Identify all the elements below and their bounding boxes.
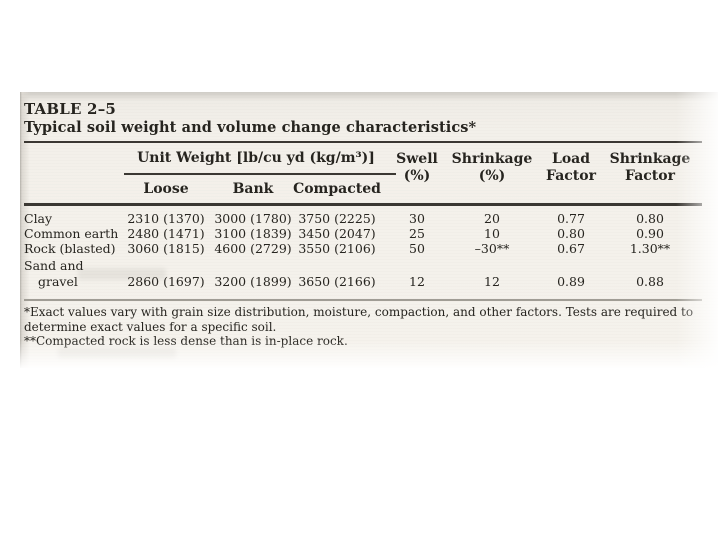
cell-load-factor: 0.89 bbox=[557, 274, 585, 289]
table-row-clay: Clay 2310 (1370) 3000 (1780) 3750 (2225)… bbox=[20, 211, 718, 226]
cell-compacted: 3450 (2047) bbox=[298, 226, 376, 241]
col-header-swell-line2: (%) bbox=[403, 168, 431, 184]
col-header-shrinkage-factor: Shrinkage Factor bbox=[605, 151, 695, 185]
cell-swell: 25 bbox=[409, 226, 425, 241]
footnote-line: **Compacted rock is less dense than is i… bbox=[24, 334, 348, 348]
col-header-swell: Swell (%) bbox=[392, 151, 442, 185]
cell-compacted: 3750 (2225) bbox=[298, 211, 376, 226]
col-header-compacted: Compacted bbox=[293, 181, 381, 197]
cell-shrinkage-factor: 0.88 bbox=[636, 274, 664, 289]
unit-weight-underline bbox=[124, 173, 396, 175]
row-label: Sand and bbox=[24, 258, 84, 273]
rule-below-title bbox=[24, 141, 702, 143]
cell-load-factor: 0.77 bbox=[557, 211, 585, 226]
footnotes: *Exact values vary with grain size distr… bbox=[24, 305, 714, 349]
table-row-rock-blasted: Rock (blasted) 3060 (1815) 4600 (2729) 3… bbox=[20, 241, 718, 256]
cell-swell: 50 bbox=[409, 241, 425, 256]
cell-compacted: 3650 (2166) bbox=[298, 274, 376, 289]
cell-loose: 2860 (1697) bbox=[127, 274, 205, 289]
table-number: TABLE 2–5 bbox=[24, 100, 117, 118]
bleedthrough-smudge bbox=[58, 348, 176, 359]
rule-below-header bbox=[24, 203, 702, 206]
footnote-line: *Exact values vary with grain size distr… bbox=[24, 305, 694, 319]
cell-shrinkage-factor: 0.80 bbox=[636, 211, 664, 226]
cell-shrinkage: 10 bbox=[484, 226, 500, 241]
scanned-table-region: TABLE 2–5 Typical soil weight and volume… bbox=[20, 92, 718, 368]
unit-weight-group-header: Unit Weight [lb/cu yd (kg/m³)] bbox=[137, 150, 375, 166]
col-header-shrinkage: Shrinkage (%) bbox=[447, 151, 537, 185]
table-title: Typical soil weight and volume change ch… bbox=[24, 119, 477, 136]
footnote-line: determine exact values for a specific so… bbox=[24, 319, 277, 334]
table-row-sand-and-gravel-line2: gravel 2860 (1697) 3200 (1899) 3650 (216… bbox=[20, 274, 718, 289]
col-header-swell-line1: Swell bbox=[396, 151, 438, 167]
col-header-shrinkage-line2: (%) bbox=[478, 168, 506, 184]
cell-swell: 12 bbox=[409, 274, 425, 289]
table-row-sand-and-gravel-line1: Sand and bbox=[20, 258, 718, 273]
rule-below-data bbox=[24, 299, 702, 301]
table-row-common-earth: Common earth 2480 (1471) 3100 (1839) 345… bbox=[20, 226, 718, 241]
cell-shrinkage-factor: 0.90 bbox=[636, 226, 664, 241]
col-header-shrinkage-line1: Shrinkage bbox=[451, 151, 533, 167]
col-header-shrinkage-factor-line1: Shrinkage bbox=[609, 151, 691, 167]
cell-swell: 30 bbox=[409, 211, 425, 226]
col-header-load-factor-line1: Load bbox=[551, 151, 591, 167]
cell-shrinkage-factor: 1.30** bbox=[629, 241, 671, 256]
cell-loose: 3060 (1815) bbox=[127, 241, 205, 256]
cell-load-factor: 0.80 bbox=[557, 226, 585, 241]
cell-shrinkage: 12 bbox=[484, 274, 500, 289]
cell-shrinkage: –30** bbox=[474, 241, 510, 256]
cell-load-factor: 0.67 bbox=[557, 241, 585, 256]
col-header-load-factor: Load Factor bbox=[536, 151, 606, 185]
cell-compacted: 3550 (2106) bbox=[298, 241, 376, 256]
cell-shrinkage: 20 bbox=[484, 211, 500, 226]
col-header-load-factor-line2: Factor bbox=[546, 168, 596, 184]
col-header-loose: Loose bbox=[143, 181, 189, 197]
col-header-shrinkage-factor-line2: Factor bbox=[625, 168, 675, 184]
cell-loose: 2480 (1471) bbox=[127, 226, 205, 241]
cell-loose: 2310 (1370) bbox=[127, 211, 205, 226]
